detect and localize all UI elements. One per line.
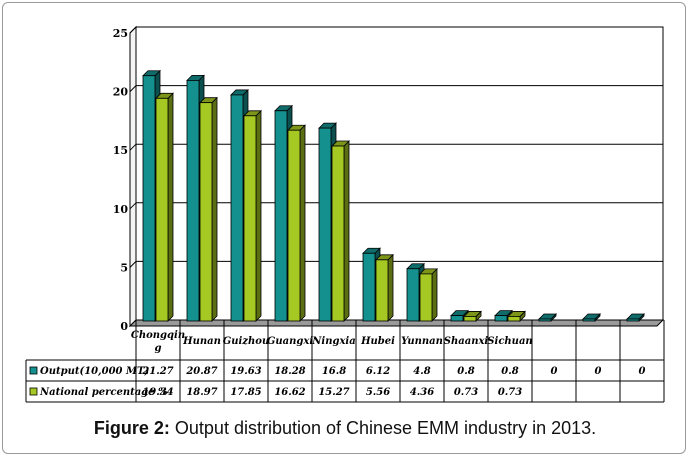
bar bbox=[507, 316, 521, 322]
y-tick-label: 15 bbox=[113, 144, 128, 157]
data-label: 0 bbox=[595, 366, 602, 377]
bar bbox=[419, 273, 433, 322]
bar-side bbox=[211, 96, 218, 322]
side-wall bbox=[129, 25, 137, 328]
bar-side bbox=[255, 109, 262, 322]
gridline-side bbox=[129, 202, 137, 210]
data-label: 18.97 bbox=[186, 387, 217, 398]
bar-side bbox=[431, 267, 438, 322]
data-label: 0 bbox=[639, 366, 646, 377]
data-label: 0.73 bbox=[498, 387, 522, 398]
x-tick-label: Shaanxi bbox=[444, 336, 489, 347]
x-tick-label: Yunnan bbox=[401, 336, 443, 347]
data-label: 5.56 bbox=[366, 387, 390, 398]
legend-label: Output(10,000 MT) bbox=[40, 366, 149, 377]
gridline-side bbox=[129, 85, 137, 92]
data-label: 0.73 bbox=[454, 387, 478, 398]
bar bbox=[230, 94, 244, 322]
legend-swatch bbox=[29, 366, 38, 375]
data-label: 21.27 bbox=[141, 366, 173, 377]
x-tick-label: Hunan bbox=[182, 336, 221, 347]
bar bbox=[375, 259, 389, 322]
bar bbox=[450, 315, 464, 322]
bar bbox=[274, 110, 288, 322]
data-label: 0 bbox=[551, 366, 558, 377]
bar bbox=[318, 127, 332, 322]
caption-text: Output distribution of Chinese EMM indus… bbox=[174, 418, 597, 438]
caption-label: Figure 2: bbox=[93, 418, 170, 438]
bar bbox=[463, 316, 477, 322]
y-tick-label: 20 bbox=[113, 86, 129, 99]
data-label: 16.62 bbox=[274, 387, 305, 398]
y-tick-label: 25 bbox=[113, 27, 128, 40]
bar bbox=[582, 318, 596, 322]
data-label: 18.28 bbox=[274, 366, 305, 377]
data-label: 19.34 bbox=[142, 387, 173, 398]
figure-caption: Figure 2: Output distribution of Chinese… bbox=[0, 418, 690, 439]
x-tick-label: Guizhou bbox=[223, 336, 270, 347]
bar-side bbox=[167, 92, 174, 322]
y-tick-label: 10 bbox=[113, 203, 129, 216]
x-tick-label: Chongqin g bbox=[131, 330, 185, 354]
data-label: 0.8 bbox=[457, 366, 474, 377]
legend-swatch bbox=[29, 387, 38, 396]
x-tick-label: Guangxi bbox=[267, 336, 314, 347]
gridline-side bbox=[129, 143, 137, 151]
y-tick-label: 0 bbox=[120, 320, 128, 333]
data-label: 17.85 bbox=[230, 387, 261, 398]
data-label: 6.12 bbox=[366, 366, 390, 377]
data-label: 0.8 bbox=[501, 366, 518, 377]
data-label: 15.27 bbox=[318, 387, 349, 398]
bar bbox=[186, 80, 200, 322]
bar bbox=[494, 315, 508, 322]
bar bbox=[287, 129, 301, 322]
bar bbox=[626, 318, 640, 322]
bar bbox=[406, 268, 420, 322]
bar-side bbox=[299, 124, 306, 322]
data-label: 4.8 bbox=[413, 366, 430, 377]
y-tick-label: 5 bbox=[120, 261, 128, 274]
bar bbox=[362, 252, 376, 322]
bar-side bbox=[387, 253, 394, 322]
bar bbox=[331, 145, 345, 322]
x-tick-label: Ningxia bbox=[311, 336, 355, 347]
bar-side bbox=[343, 140, 350, 322]
data-label: 20.87 bbox=[185, 366, 217, 377]
bar bbox=[243, 115, 257, 322]
legend-label: National percentage % bbox=[39, 387, 168, 398]
x-tick-label: Sichuan bbox=[487, 336, 532, 347]
bar bbox=[538, 318, 552, 322]
gridline-side bbox=[129, 261, 137, 268]
bar bbox=[199, 102, 213, 322]
bar bbox=[155, 97, 169, 322]
data-label: 4.36 bbox=[410, 387, 434, 398]
data-label: 16.8 bbox=[322, 366, 346, 377]
gridline-side bbox=[129, 26, 137, 34]
bar bbox=[142, 75, 156, 322]
figure-frame bbox=[2, 2, 686, 454]
chart-floor bbox=[128, 319, 665, 327]
x-tick-label: Hubei bbox=[360, 336, 395, 347]
data-label: 19.63 bbox=[230, 366, 261, 377]
